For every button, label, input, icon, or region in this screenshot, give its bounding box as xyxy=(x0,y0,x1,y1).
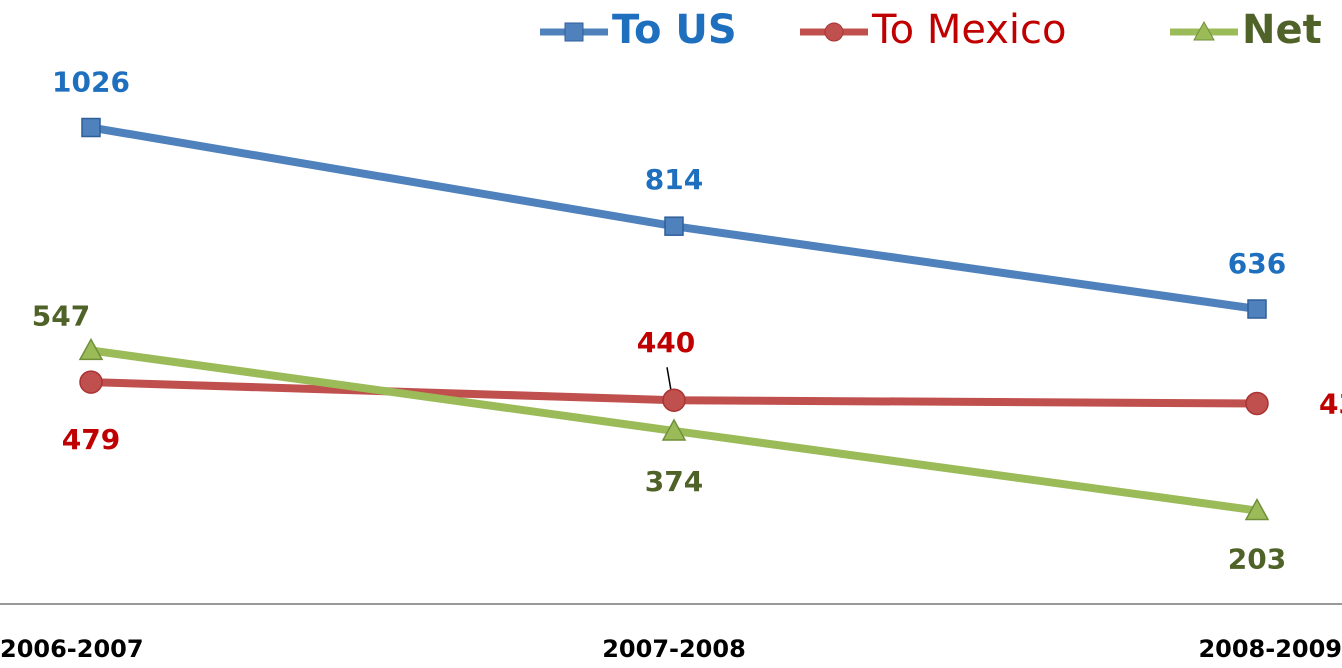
data-label: 814 xyxy=(645,163,703,196)
data-label: 636 xyxy=(1228,247,1286,280)
point-marker xyxy=(1245,391,1269,416)
point-marker xyxy=(78,337,104,361)
legend-marker xyxy=(1193,20,1215,41)
point-marker xyxy=(79,370,103,394)
data-label: 1026 xyxy=(52,66,130,99)
x-tick-label: 2008-2009 xyxy=(1198,635,1342,663)
point-marker xyxy=(662,388,686,412)
point-marker xyxy=(81,117,101,138)
legend-label: To Mexico xyxy=(871,7,1067,53)
legend-marker xyxy=(824,22,844,42)
data-label: 203 xyxy=(1228,543,1286,576)
data-label: 479 xyxy=(62,423,120,456)
data-label: 440 xyxy=(637,326,695,359)
data-label: 547 xyxy=(32,299,90,332)
x-tick-label: 2007-2008 xyxy=(602,635,746,663)
point-marker xyxy=(1247,299,1267,319)
point-marker xyxy=(661,418,687,441)
point-marker xyxy=(1244,497,1270,521)
data-label: 433 xyxy=(1319,387,1342,420)
data-label: 374 xyxy=(645,465,703,498)
x-tick-label: 2006-2007 xyxy=(0,635,144,663)
point-marker xyxy=(664,216,684,236)
legend-label: Net xyxy=(1242,7,1322,53)
legend-marker xyxy=(564,22,584,42)
legend-label: To US xyxy=(612,7,737,53)
